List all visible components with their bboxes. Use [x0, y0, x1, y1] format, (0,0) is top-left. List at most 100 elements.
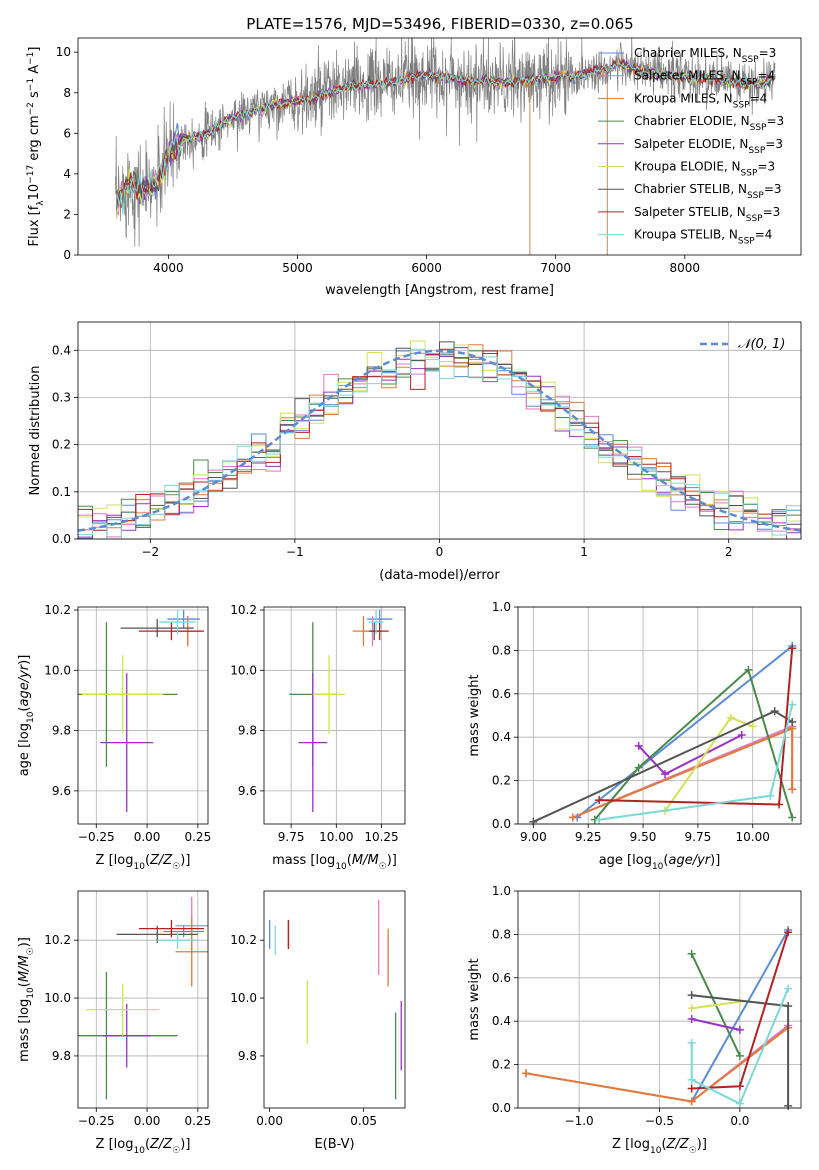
label-part: =3	[759, 46, 777, 60]
label-part: −2	[26, 102, 36, 115]
y-tick-label: 10.2	[44, 933, 71, 947]
weight-marker	[788, 644, 797, 653]
legend-label: Chabrier ELODIE, NSSP=3	[634, 114, 784, 133]
weight-marker	[522, 1069, 531, 1078]
label-part: ☉	[172, 862, 180, 872]
label-part: ☉	[379, 862, 387, 872]
label-part: M/M	[352, 853, 379, 868]
gaussian-curve	[78, 349, 801, 532]
label-part: (	[17, 982, 32, 987]
y-axis-label: mass weight	[467, 958, 482, 1040]
label-part: Z/Z	[149, 1137, 173, 1152]
y-tick-label: 10.0	[230, 663, 257, 677]
y-axis-label: Flux [fλ10−17 erg cm−2 s−1 A−1]	[26, 47, 46, 247]
label-part: age/yr	[17, 663, 32, 706]
label-part: Chabrier MILES, N	[634, 46, 742, 60]
legend-label: Salpeter MILES, NSSP=4	[634, 69, 775, 88]
label-part: Chabrier STELIB, N	[634, 182, 747, 196]
x-tick-label: 9.25	[575, 830, 602, 844]
label-part: ]	[27, 47, 42, 52]
label-part: 10	[27, 184, 42, 201]
label-part: Z [log	[612, 1137, 650, 1152]
weight-marker	[735, 1082, 744, 1091]
label-part: 10	[652, 862, 664, 872]
weight-marker	[529, 817, 538, 826]
weight_vs_Z-chart: −1.0 −0.5 0.0 0.0 0.2 0.4 0.6 0.8 1.0 Z [log10(Z/…	[467, 884, 802, 1156]
label-part: Kroupa STELIB, N	[634, 228, 738, 242]
histogram-step	[78, 348, 801, 539]
y-tick-label: 0.4	[492, 1014, 511, 1028]
weight-marker	[784, 1101, 793, 1110]
x-tick-label: −1.0	[565, 1114, 594, 1128]
legend-label: Salpeter ELODIE, NSSP=3	[634, 137, 783, 156]
y-tick-label: 0	[63, 248, 71, 262]
y-tick-label: 0.2	[492, 774, 511, 788]
label-part: SSP	[750, 123, 767, 133]
legend-label: Salpeter STELIB, NSSP=3	[634, 205, 780, 224]
y-tick-label: 8	[63, 86, 71, 100]
label-part: E(B-V)	[314, 1137, 354, 1152]
x-tick-label: 10.00	[319, 830, 353, 844]
label-part: =3	[764, 182, 782, 196]
label-part: )]	[180, 1137, 190, 1152]
legend-label: Chabrier MILES, NSSP=3	[634, 46, 776, 65]
weight-line	[690, 929, 789, 1102]
x-tick-label: 9.75	[278, 830, 305, 844]
label-part: 10	[133, 1146, 145, 1156]
label-part: SSP	[747, 191, 764, 201]
y-tick-label: 10.2	[230, 603, 257, 617]
weight-line	[690, 988, 790, 1106]
axes-frame	[517, 890, 802, 1109]
label-part: Salpeter STELIB, N	[634, 205, 746, 219]
y-tick-label: 1.0	[492, 884, 511, 898]
weight-marker	[687, 1075, 696, 1084]
weight-marker	[687, 991, 696, 1000]
y-tick-label: 0.3	[52, 390, 71, 404]
x-axis-label: mass [log10(M/M☉)]	[272, 853, 397, 872]
y-axis-label: mass weight	[467, 674, 482, 756]
x-tick-label: 8000	[670, 261, 701, 275]
y-tick-label: 10.2	[44, 603, 71, 617]
x-tick-label: 0.25	[184, 830, 211, 844]
weight-marker	[687, 1097, 696, 1106]
label-part: )]	[710, 853, 720, 868]
x-tick-label: 0.00	[256, 1114, 283, 1128]
label-part: )]	[180, 853, 190, 868]
label-part: (	[145, 853, 150, 868]
x-tick-label: 4000	[153, 261, 184, 275]
figure-title: PLATE=1576, MJD=53496, FIBERID=0330, z=0…	[246, 15, 633, 33]
label-part: 10	[335, 862, 347, 872]
x-tick-label: 0.00	[134, 1114, 161, 1128]
axes-frame	[263, 606, 406, 825]
label-part: Z/Z	[149, 853, 173, 868]
legend-label: Kroupa ELODIE, NSSP=3	[634, 160, 775, 179]
y-tick-label: 9.8	[238, 1049, 257, 1063]
y-tick-label: 0.4	[492, 730, 511, 744]
x-axis-label: wavelength [Angstrom, rest frame]	[325, 283, 554, 298]
x-tick-label: 0	[436, 545, 444, 559]
x-axis-label: Z [log10(Z/Z☉)]	[96, 1137, 191, 1156]
y-tick-label: 0.1	[52, 485, 71, 499]
y-tick-label: 9.6	[52, 784, 71, 798]
weight-marker	[634, 763, 643, 772]
x-tick-label: 7000	[540, 261, 571, 275]
label-part: erg cm	[27, 115, 42, 164]
x-tick-label: 0.0	[730, 1114, 749, 1128]
label-part: =4	[750, 91, 768, 105]
y-tick-label: 9.8	[52, 1049, 71, 1063]
weight-line	[691, 1018, 741, 1031]
label-part: ☉	[172, 1146, 180, 1156]
weight_vs_age-chart: 9.00 9.25 9.50 9.75 10.00 0.0 0.2 0.4 0.6 0.8 1.0 a…	[467, 600, 802, 872]
label-part: =3	[765, 137, 783, 151]
x-tick-label: 5000	[282, 261, 313, 275]
weight-marker	[770, 707, 779, 716]
label-part: Z [log	[96, 853, 134, 868]
y-tick-label: 6	[63, 126, 71, 140]
y-axis-label: age [log10(age/yr)]	[17, 655, 36, 777]
axes-frame	[77, 321, 802, 540]
y-tick-label: 0.0	[492, 1101, 511, 1115]
weight-line	[525, 1024, 789, 1103]
label-part: Kroupa ELODIE, N	[634, 160, 741, 174]
label-part: age [log	[599, 853, 652, 868]
